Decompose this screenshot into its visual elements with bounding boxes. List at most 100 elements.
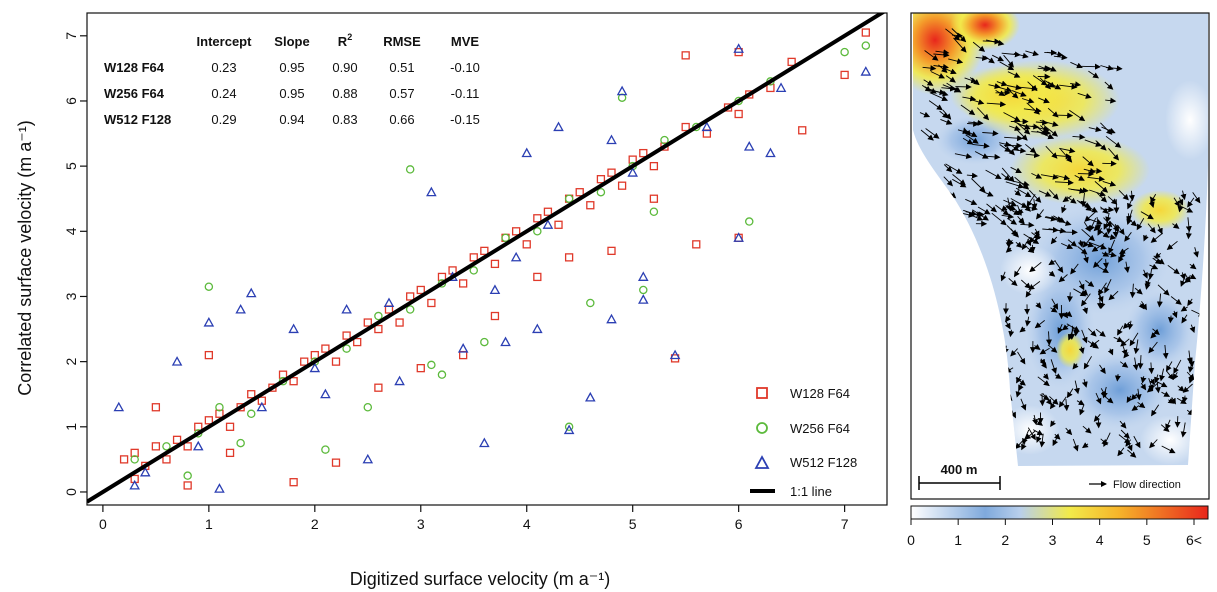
flow-vector bbox=[1065, 310, 1073, 318]
flow-vector bbox=[1033, 418, 1043, 426]
colorbar: 0 1 2 3 4 5 6< bbox=[907, 505, 1209, 548]
flow-vector bbox=[974, 151, 989, 159]
flow-vector bbox=[1187, 197, 1195, 208]
flow-vector bbox=[995, 90, 1006, 97]
table-row-name: W256 F64 bbox=[104, 86, 165, 101]
data-point-square bbox=[798, 126, 807, 135]
x-tick-label: 6 bbox=[735, 516, 743, 532]
data-point-circle bbox=[501, 233, 510, 243]
flow-vector bbox=[1049, 396, 1059, 405]
data-point-square bbox=[469, 253, 478, 262]
flow-vector bbox=[1181, 395, 1188, 404]
data-point-square bbox=[384, 305, 394, 314]
flow-vector bbox=[1141, 301, 1147, 311]
data-point-triangle bbox=[309, 362, 321, 373]
flow-vector bbox=[1101, 251, 1110, 257]
flow-vector bbox=[1015, 241, 1023, 248]
colorbar-ramp bbox=[910, 505, 1209, 520]
flow-vector bbox=[1104, 279, 1112, 294]
legend-label-w512: W512 F128 bbox=[790, 455, 857, 470]
flow-vector bbox=[1031, 198, 1038, 210]
flow-vector bbox=[996, 80, 1008, 87]
data-point-triangle bbox=[701, 121, 713, 132]
flow-vector bbox=[1048, 270, 1056, 277]
flow-vector bbox=[1188, 357, 1195, 368]
flow-vector bbox=[991, 212, 1007, 226]
data-point-square bbox=[692, 240, 701, 249]
colorbar-tick-label: 6< bbox=[1186, 532, 1202, 548]
flow-vector bbox=[1136, 217, 1145, 231]
flow-vector bbox=[1054, 179, 1074, 186]
flow-vector bbox=[1189, 324, 1196, 334]
data-point-triangle bbox=[113, 401, 125, 412]
flow-vector bbox=[1089, 218, 1097, 232]
flow-vector bbox=[1143, 234, 1149, 242]
flow-vector bbox=[1145, 273, 1152, 288]
flow-vector bbox=[1097, 265, 1109, 274]
flow-vector bbox=[927, 171, 936, 181]
flow-vector bbox=[1157, 224, 1163, 235]
flow-vector bbox=[1088, 70, 1100, 79]
data-point-square bbox=[289, 478, 298, 487]
data-point-square bbox=[511, 227, 521, 236]
flow-vector bbox=[1167, 315, 1174, 324]
flow-vector bbox=[1123, 261, 1130, 273]
flow-vector bbox=[1177, 202, 1184, 213]
data-point-circle bbox=[564, 194, 574, 203]
data-point-square bbox=[321, 344, 330, 353]
data-point-circle bbox=[533, 227, 542, 236]
data-point-square bbox=[787, 57, 796, 67]
flow-vector bbox=[1094, 181, 1109, 193]
flow-vector bbox=[1133, 435, 1141, 449]
data-point-triangle bbox=[426, 186, 437, 197]
flow-vector bbox=[1040, 173, 1059, 180]
flow-vector bbox=[1082, 307, 1089, 315]
flow-vector bbox=[963, 127, 971, 137]
y-tick-label: 6 bbox=[63, 97, 79, 105]
data-point-circle bbox=[162, 442, 171, 451]
data-point-square bbox=[162, 455, 171, 464]
flow-vector bbox=[925, 128, 940, 139]
table-cell: 0.95 bbox=[279, 86, 304, 101]
data-point-triangle bbox=[341, 303, 352, 314]
colorbar-ticks: 0 1 2 3 4 5 6< bbox=[907, 519, 1202, 548]
flow-vector bbox=[1149, 263, 1159, 270]
flow-vector bbox=[1100, 122, 1113, 135]
data-point-triangle bbox=[457, 343, 469, 353]
data-point-triangle bbox=[203, 316, 215, 327]
flow-vector bbox=[1081, 329, 1088, 344]
flow-vector bbox=[1117, 447, 1125, 457]
flow-vector bbox=[1038, 190, 1052, 197]
flow-vector bbox=[1073, 380, 1080, 395]
flow-vector bbox=[1114, 374, 1121, 382]
flow-vector bbox=[1066, 323, 1080, 332]
data-point-triangle bbox=[510, 251, 522, 262]
flow-vector bbox=[1004, 135, 1024, 142]
flow-vector bbox=[976, 107, 990, 121]
flow-vector bbox=[1058, 274, 1068, 283]
flow-vector bbox=[1029, 261, 1042, 273]
flow-vector bbox=[979, 189, 994, 197]
flow-vector bbox=[986, 203, 997, 213]
flow-vector bbox=[1132, 357, 1139, 371]
flow-vector bbox=[1043, 125, 1058, 137]
flow-vector bbox=[1093, 413, 1101, 422]
flow-vector bbox=[1128, 190, 1135, 202]
x-tick-label: 3 bbox=[417, 516, 425, 532]
flow-vector bbox=[1160, 424, 1170, 433]
flow-vector bbox=[1099, 301, 1106, 309]
table-cell: -0.15 bbox=[450, 112, 480, 127]
flow-vector bbox=[1100, 206, 1109, 214]
data-point-square bbox=[564, 253, 574, 262]
data-point-triangle bbox=[743, 141, 755, 151]
table-row-name: W128 F64 bbox=[104, 60, 165, 75]
flow-vector bbox=[1125, 439, 1132, 447]
y-tick-label: 3 bbox=[63, 292, 79, 300]
flow-vector bbox=[1035, 119, 1049, 126]
flow-vector bbox=[1077, 240, 1084, 248]
data-point-circle bbox=[660, 135, 669, 145]
flow-vector bbox=[1100, 388, 1107, 398]
table-row-name: W512 F128 bbox=[104, 112, 171, 127]
flow-vector bbox=[1165, 370, 1174, 381]
flow-vector bbox=[1119, 361, 1129, 368]
